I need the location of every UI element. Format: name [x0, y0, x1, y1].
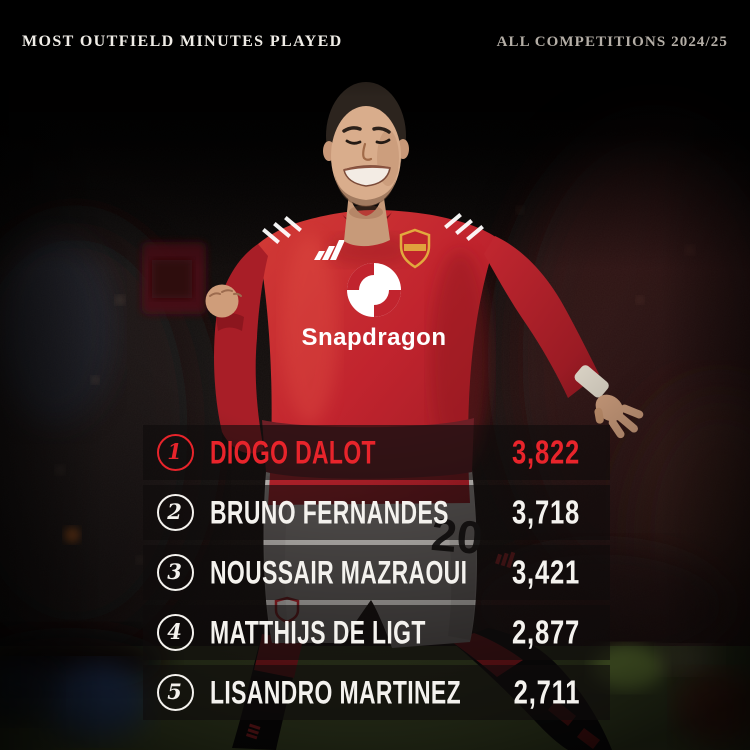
minutes-value: 3,822: [511, 433, 580, 471]
left-fist: [205, 284, 239, 318]
rank-badge: 3: [157, 554, 194, 591]
ranking-row-2: 2 BRUNO FERNANDES 3,718: [143, 485, 610, 540]
minutes-value: 3,421: [511, 553, 580, 591]
minutes-value: 2,877: [511, 613, 580, 651]
rank-number: 1: [167, 439, 182, 464]
player-name: DIOGO DALOT: [210, 433, 376, 471]
player-name: MATTHIJS DE LIGT: [210, 613, 426, 651]
rank-badge: 1: [157, 434, 194, 471]
ranking-row-4: 4 MATTHIJS DE LIGT 2,877: [143, 605, 610, 660]
rank-number: 2: [167, 499, 182, 524]
snapdragon-wordmark: Snapdragon: [301, 324, 446, 351]
ranking-row-1: 1 DIOGO DALOT 3,822: [143, 425, 610, 480]
player-name: BRUNO FERNANDES: [210, 493, 449, 531]
ranking-row-5: 5 LISANDRO MARTINEZ 2,711: [143, 665, 610, 720]
rank-number: 3: [167, 559, 182, 584]
season-label: ALL COMPETITIONS 2024/25: [496, 34, 728, 50]
rank-badge: 5: [157, 674, 194, 711]
header: MOST OUTFIELD MINUTES PLAYED ALL COMPETI…: [22, 33, 728, 51]
orange-bokeh-light: [64, 527, 80, 543]
minutes-value: 3,718: [511, 493, 580, 531]
rank-number: 4: [167, 619, 182, 644]
rank-badge: 4: [157, 614, 194, 651]
rank-badge: 2: [157, 494, 194, 531]
minutes-value: 2,711: [513, 673, 580, 711]
player-name: NOUSSAIR MAZRAOUI: [210, 553, 468, 591]
ranking-row-3: 3 NOUSSAIR MAZRAOUI 3,421: [143, 545, 610, 600]
rank-number: 5: [167, 679, 182, 704]
ranking-list: 1 DIOGO DALOT 3,822 2 BRUNO FERNANDES 3,…: [143, 425, 610, 725]
page-title: MOST OUTFIELD MINUTES PLAYED: [22, 33, 343, 50]
blue-adboard-blur: [40, 664, 150, 740]
snapdragon-logo: [347, 263, 401, 317]
player-name: LISANDRO MARTINEZ: [210, 673, 461, 711]
